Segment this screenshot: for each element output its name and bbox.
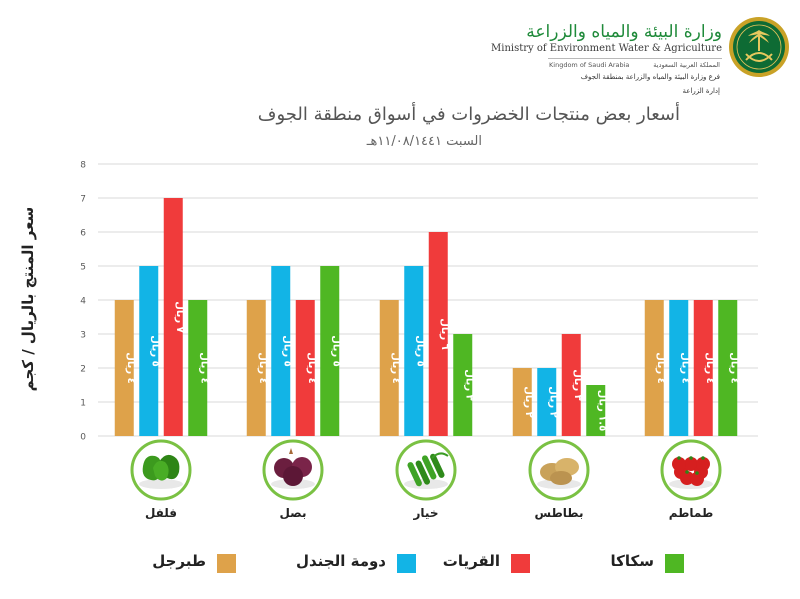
y-tick-label: 1 xyxy=(80,399,86,409)
bar xyxy=(428,232,448,436)
y-tick-label: 6 xyxy=(80,229,86,239)
bar-data-label: ٣ ريال xyxy=(463,369,474,401)
green-pepper-icon xyxy=(130,439,192,501)
bar-data-label: ٣ ريال xyxy=(572,369,583,401)
y-tick-label: 7 xyxy=(80,195,86,205)
branch-name: فرع وزارة البيئة والمياه والزراعة بمنطقة… xyxy=(580,73,720,81)
bar xyxy=(537,368,557,436)
bar-data-label: ٤ ريال xyxy=(704,352,715,384)
legend-item-dumat-al-jandal: دومة الجندل xyxy=(296,552,416,576)
bar-data-label: ٤ ريال xyxy=(390,352,401,384)
bar xyxy=(320,266,340,436)
bar-data-label: ٤ ريال xyxy=(655,352,666,384)
bar xyxy=(114,300,134,436)
legend-item-qurayyat: القريات xyxy=(443,552,530,576)
kingdom-name-english: Kingdom of Saudi Arabia xyxy=(549,61,630,69)
y-tick-label: 2 xyxy=(80,365,86,375)
legend-item-sakaka: سكاكا xyxy=(611,552,684,576)
bar xyxy=(379,300,399,436)
legend-item-tabarjal: طبرجل xyxy=(152,552,236,576)
chart-subtitle: السبت ١١/٠٨/١٤٤١هـ xyxy=(366,134,482,149)
y-tick-label: 8 xyxy=(80,161,86,171)
bar-data-label: ٥ ريال xyxy=(281,335,292,367)
tomato-icon xyxy=(660,439,722,501)
red-onion-icon xyxy=(262,439,324,501)
bar-data-label: ٤ ريال xyxy=(679,352,690,384)
bar-data-label: ٤ ريال xyxy=(306,352,317,384)
department-name: إدارة الزراعة xyxy=(682,87,720,95)
bar xyxy=(139,266,159,436)
kingdom-name-arabic: المملكة العربية السعودية xyxy=(653,61,720,69)
bar xyxy=(295,300,315,436)
x-tick-label: بطاطس xyxy=(535,506,584,520)
bar xyxy=(718,300,738,436)
header-divider xyxy=(548,58,722,59)
bar-data-label: ٧ ريال xyxy=(174,301,185,333)
cucumber-icon xyxy=(395,439,457,501)
bar xyxy=(163,198,183,436)
bar xyxy=(669,300,689,436)
chart-title: أسعار بعض منتجات الخضروات في أسواق منطقة… xyxy=(257,104,680,125)
bar-data-label: ٥ ريال xyxy=(330,335,341,367)
bar xyxy=(512,368,532,436)
bar-data-label: ٢ ريال xyxy=(523,386,534,418)
legend-label: دومة الجندل xyxy=(295,552,386,570)
y-tick-label: 5 xyxy=(80,263,86,273)
bar xyxy=(404,266,424,436)
header: وزارة البيئة والمياه والزراعة Ministry o… xyxy=(0,0,800,100)
legend-swatch xyxy=(665,554,684,573)
bar-data-label: ٦ ريال xyxy=(439,318,450,350)
bar-data-label: ٥ ريال xyxy=(149,335,160,367)
y-tick-label: 3 xyxy=(80,331,86,341)
x-tick-label: بصل xyxy=(279,506,306,520)
bar xyxy=(453,334,473,436)
y-tick-label: 0 xyxy=(80,433,86,443)
bar xyxy=(188,300,208,436)
bar xyxy=(693,300,713,436)
y-tick-label: 4 xyxy=(80,297,86,307)
ministry-name-arabic: وزارة البيئة والمياه والزراعة xyxy=(526,22,722,42)
legend-swatch xyxy=(511,554,530,573)
potato-icon xyxy=(528,439,590,501)
bar-data-label: ٤ ريال xyxy=(198,352,209,384)
bar-data-label: ١.٥ ريال xyxy=(596,390,607,431)
bar xyxy=(561,334,581,436)
bar xyxy=(246,300,266,436)
bar-data-label: ٤ ريال xyxy=(728,352,739,384)
legend-swatch xyxy=(217,554,236,573)
x-tick-label: طماطم xyxy=(669,506,714,520)
palm-swords-emblem-icon xyxy=(729,17,789,77)
legend-swatch xyxy=(397,554,416,573)
legend-label: طبرجل xyxy=(152,552,206,570)
legend-label: القريات xyxy=(442,552,500,570)
ministry-name-english: Ministry of Environment Water & Agricult… xyxy=(491,43,722,54)
x-tick-label: فلفل xyxy=(145,506,177,520)
bar xyxy=(271,266,291,436)
legend-label: سكاكا xyxy=(610,552,654,570)
bar-data-label: ٤ ريال xyxy=(257,352,268,384)
x-tick-label: خيار xyxy=(413,506,439,520)
bar-data-label: ٥ ريال xyxy=(414,335,425,367)
bar-data-label: ٢ ريال xyxy=(547,386,558,418)
bar xyxy=(586,385,606,436)
bar-data-label: ٤ ريال xyxy=(125,352,136,384)
bar xyxy=(644,300,664,436)
